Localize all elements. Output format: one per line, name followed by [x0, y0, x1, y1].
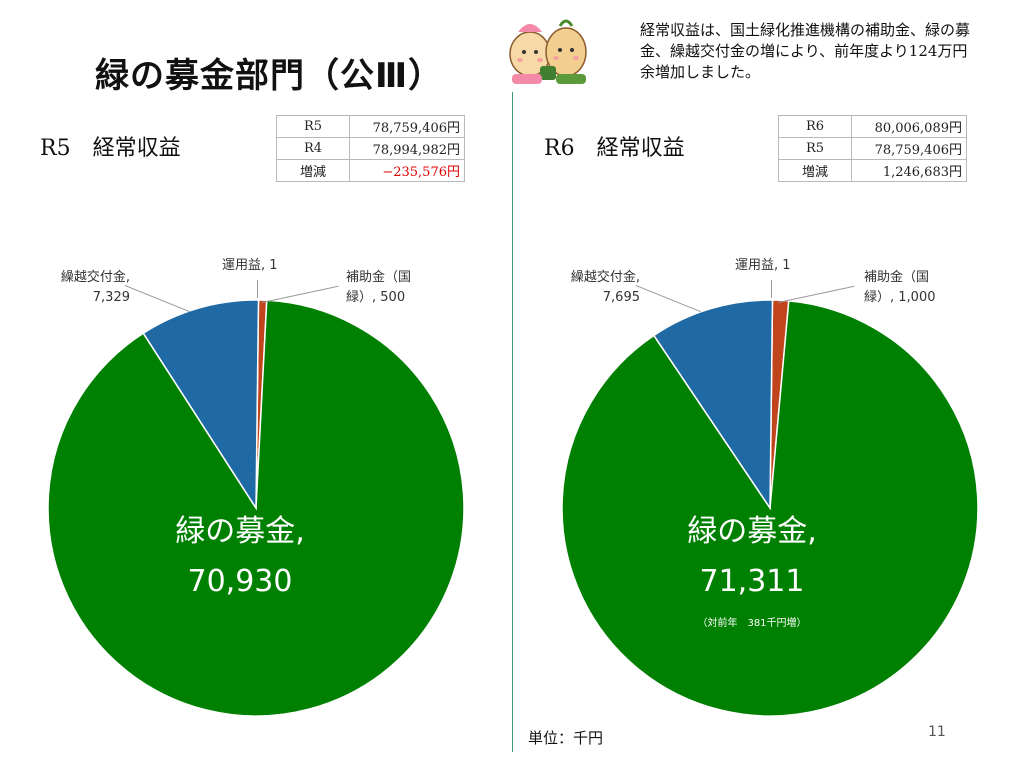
left-section-title: R5 経常収益	[40, 130, 181, 162]
pie-slice-carryover	[142, 299, 260, 511]
table-cell-label: R6	[778, 115, 852, 138]
table-row: 増減 1,246,683円	[778, 159, 967, 182]
slice-label-green-fund: 緑の募金, 71,311 （対前年 381千円増）	[632, 512, 872, 629]
page-title: 緑の募金部門（公Ⅲ）	[95, 56, 444, 96]
table-cell-label: R5	[778, 137, 852, 160]
page-number: 11	[928, 724, 946, 740]
right-pie-chart	[561, 299, 979, 717]
slice-label-investment: 運用益, 1	[222, 258, 278, 273]
table-cell-value: 80,006,089円	[851, 115, 967, 138]
table-row: R6 80,006,089円	[778, 115, 967, 138]
table-row: 増減 −235,576円	[276, 159, 465, 182]
table-row: R5 78,759,406円	[778, 137, 967, 160]
summary-note: 経常収益は、国土緑化推進機構の補助金、緑の募金、繰越交付金の増により、前年度より…	[640, 21, 971, 81]
slice-label-carryover: 繰越交付金, 7,695	[570, 270, 640, 305]
slice-label-subsidy: 補助金（国 緑）, 1,000	[864, 270, 936, 305]
left-pie-chart	[47, 299, 465, 717]
table-row: R5 78,759,406円	[276, 115, 465, 138]
pie-slice-carryover	[652, 299, 774, 511]
mascot-illustration	[509, 19, 587, 84]
right-era: R6	[544, 136, 575, 161]
center-divider	[512, 92, 513, 752]
table-cell-label: 増減	[778, 159, 852, 182]
table-cell-value: 78,759,406円	[349, 115, 465, 138]
table-row: R4 78,994,982円	[276, 137, 465, 160]
right-section-title: R6 経常収益	[544, 130, 685, 162]
slice-label-investment: 運用益, 1	[735, 258, 791, 273]
table-cell-label: R4	[276, 137, 350, 160]
left-summary-table: R5 78,759,406円 R4 78,994,982円 増減 −235,57…	[276, 115, 465, 182]
right-heading: 経常収益	[596, 136, 685, 161]
slice-label-subsidy: 補助金（国 緑）, 500	[346, 270, 412, 305]
slice-label-green-fund: 緑の募金, 70,930	[175, 514, 305, 599]
right-summary-table: R6 80,006,089円 R5 78,759,406円 増減 1,246,6…	[778, 115, 967, 182]
unit-label: 単位：千円	[528, 729, 604, 747]
left-era: R5	[40, 136, 71, 161]
table-cell-value: 1,246,683円	[851, 159, 967, 182]
left-heading: 経常収益	[92, 136, 181, 161]
table-cell-value: −235,576円	[349, 159, 465, 182]
leader-line	[257, 280, 258, 298]
leader-line	[771, 280, 772, 298]
table-cell-value: 78,994,982円	[349, 137, 465, 160]
table-cell-label: 増減	[276, 159, 350, 182]
slice-label-carryover: 繰越交付金, 7,329	[60, 270, 130, 305]
year-over-year-note: （対前年 381千円増）	[697, 618, 807, 629]
table-cell-value: 78,759,406円	[851, 137, 967, 160]
table-cell-label: R5	[276, 115, 350, 138]
